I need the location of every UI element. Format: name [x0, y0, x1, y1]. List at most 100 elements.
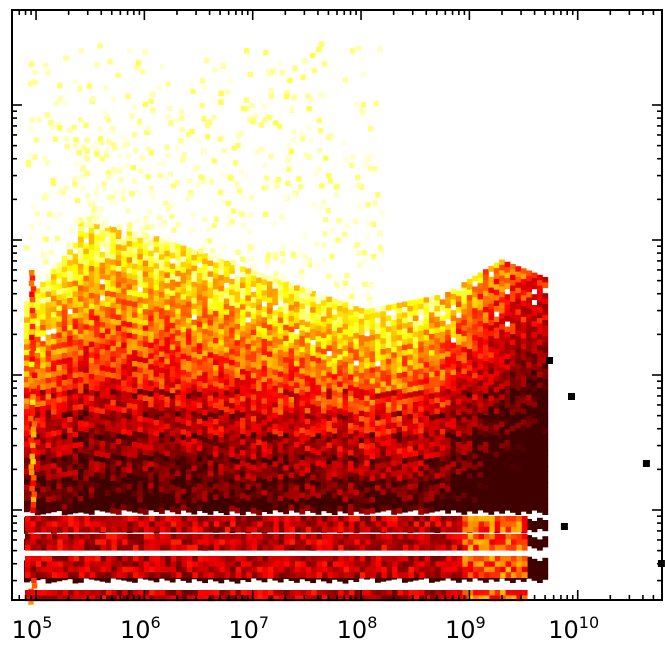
heatmap-cell	[321, 338, 327, 344]
heatmap-cell	[153, 322, 160, 329]
heatmap-cell	[180, 504, 187, 511]
heatmap-cell	[391, 401, 397, 407]
heatmap-cell	[159, 470, 165, 477]
heatmap-cell	[142, 476, 149, 483]
heatmap-cell	[499, 378, 505, 385]
heatmap-cell	[234, 421, 241, 427]
heatmap-cell	[499, 345, 505, 352]
heatmap-cell	[299, 487, 306, 493]
heatmap-cell	[223, 455, 230, 461]
heatmap-cell	[466, 440, 473, 447]
heatmap-cell	[531, 413, 538, 419]
heatmap-cell	[342, 313, 349, 319]
heatmap-cell	[110, 426, 117, 433]
heatmap-cell	[88, 492, 95, 499]
heatmap-cell	[202, 474, 208, 481]
heatmap-cell	[450, 450, 457, 457]
heatmap-cell	[78, 231, 84, 238]
heatmap-cell	[213, 381, 219, 387]
heatmap-cell	[121, 304, 127, 311]
heatmap-cell	[153, 241, 160, 248]
heatmap-cell	[348, 363, 354, 370]
heatmap-cell	[348, 482, 354, 489]
heatmap-cell	[240, 304, 246, 311]
heatmap-cell	[294, 398, 300, 405]
heatmap-cell	[240, 498, 246, 505]
heatmap-cell	[137, 259, 144, 266]
heatmap-cell	[456, 490, 462, 497]
heatmap-cell	[515, 347, 522, 353]
heatmap-cell	[315, 303, 322, 310]
heatmap-cell	[88, 255, 95, 261]
heatmap-cell	[61, 272, 68, 278]
heatmap-cell	[531, 569, 538, 576]
heatmap-cell	[261, 328, 268, 334]
heatmap-cell	[510, 388, 516, 394]
heatmap-cell	[520, 473, 527, 480]
heatmap-cell	[396, 416, 403, 422]
heatmap-cell	[240, 320, 246, 327]
heatmap-cell	[510, 350, 516, 357]
heatmap-cell	[456, 415, 462, 421]
heatmap-cell	[240, 423, 246, 429]
heatmap-cell	[121, 483, 127, 489]
heatmap-cell	[34, 304, 41, 311]
heatmap-cell	[461, 444, 468, 450]
heatmap-cell	[223, 401, 230, 407]
heatmap-cell	[51, 322, 57, 329]
heatmap-cell	[207, 482, 214, 488]
heatmap-cell	[99, 419, 106, 426]
heatmap-cell	[56, 386, 63, 393]
heatmap-cell	[142, 276, 149, 283]
heatmap-cell	[331, 476, 338, 483]
heatmap-cell	[202, 382, 208, 389]
heatmap-cell	[499, 367, 505, 374]
heatmap-cell	[515, 385, 522, 391]
heatmap-cell	[40, 303, 46, 310]
heatmap-cell	[88, 509, 95, 515]
heatmap-cell	[207, 401, 214, 407]
heatmap-cell	[202, 501, 208, 508]
heatmap-cell	[240, 363, 246, 370]
heatmap-cell	[207, 363, 214, 369]
heatmap-cell	[418, 411, 424, 418]
heatmap-cell	[186, 307, 192, 313]
heatmap-cell	[326, 399, 333, 406]
heatmap-cell	[445, 459, 451, 466]
heatmap-cell	[196, 375, 203, 382]
heatmap-cell	[450, 429, 457, 435]
heatmap-cell	[148, 499, 154, 505]
heatmap-cell	[304, 429, 311, 436]
heatmap-cell	[434, 381, 441, 388]
heatmap-cell	[250, 291, 257, 298]
heatmap-cell	[67, 443, 73, 450]
heatmap-cell	[164, 315, 171, 322]
heatmap-cell	[142, 357, 149, 364]
heatmap-cell	[375, 344, 381, 351]
heatmap-cell	[256, 488, 262, 494]
heatmap-cell	[423, 351, 430, 358]
heatmap-cell	[472, 459, 478, 466]
heatmap-cell	[299, 373, 306, 380]
heatmap-cell	[396, 491, 403, 498]
heatmap-cell	[321, 462, 327, 468]
heatmap-cell	[88, 476, 95, 483]
heatmap-cell	[531, 423, 538, 430]
heatmap-cell	[477, 321, 484, 327]
heatmap-cell	[175, 243, 181, 250]
heatmap-cell	[115, 282, 122, 288]
heatmap-cell	[153, 360, 160, 367]
heatmap-cell	[175, 303, 181, 309]
heatmap-cell	[423, 464, 430, 471]
heatmap-cell	[207, 390, 214, 396]
heatmap-cell	[137, 351, 144, 358]
heatmap-cell	[105, 231, 111, 238]
heatmap-cell	[369, 308, 376, 314]
heatmap-cell	[88, 433, 95, 440]
heatmap-cell	[218, 377, 225, 384]
heatmap-cell	[45, 286, 52, 292]
heatmap-cell	[207, 298, 214, 305]
heatmap-cell	[375, 355, 381, 362]
heatmap-cell	[132, 339, 138, 346]
heatmap-cell	[45, 577, 52, 584]
